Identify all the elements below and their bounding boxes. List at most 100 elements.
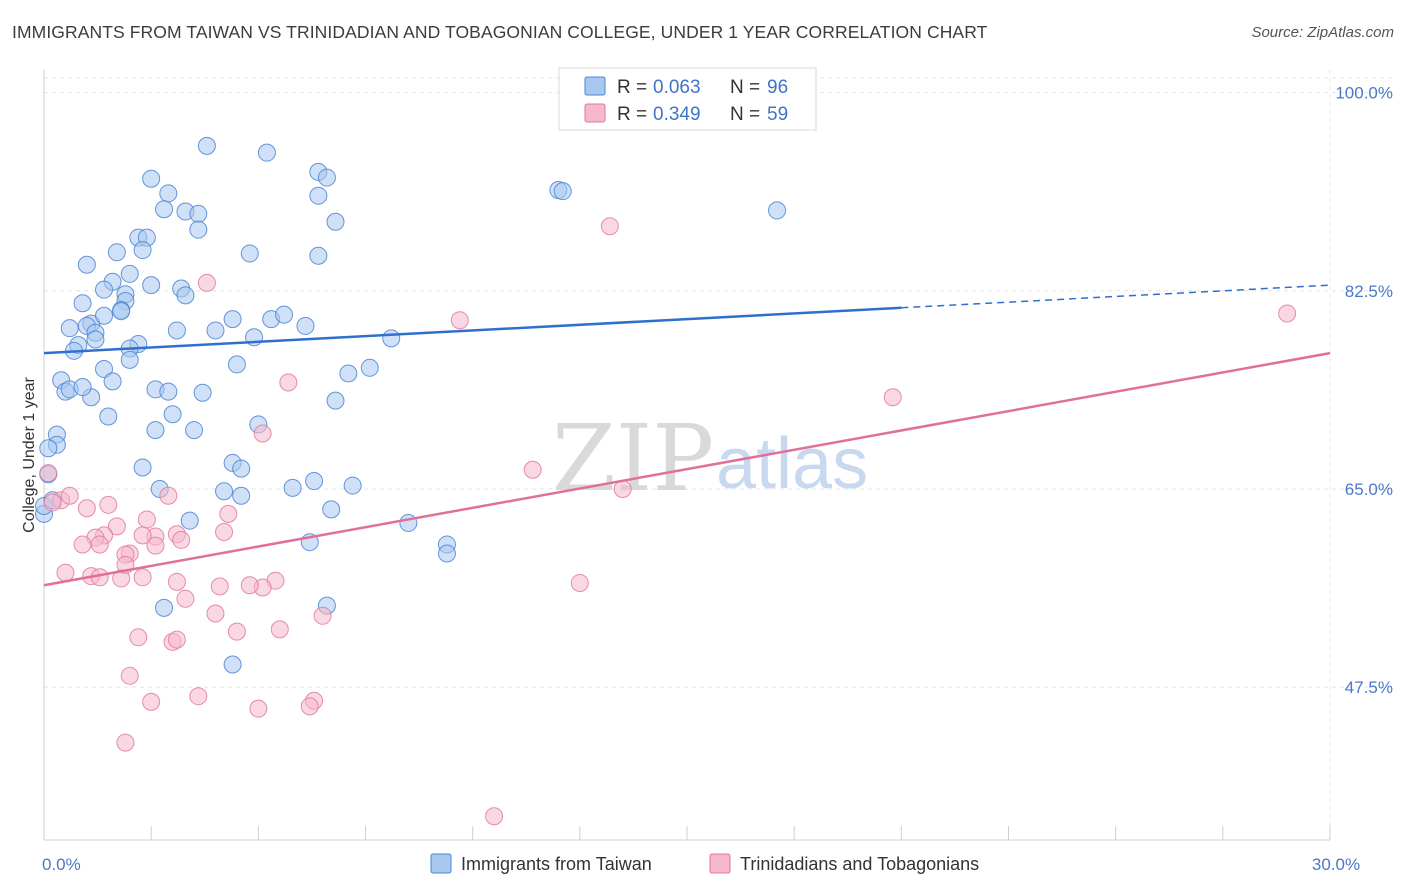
taiwan-point	[227, 355, 246, 374]
legend-r-value-taiwan: 0.063	[653, 77, 701, 98]
watermark-zip: ZIP	[552, 405, 714, 512]
series-legend-swatch-taiwan	[430, 853, 452, 874]
taiwan-point	[142, 276, 161, 295]
trinidad-point	[570, 573, 589, 592]
trinidad-point	[227, 622, 246, 641]
trinidad-point	[142, 692, 161, 711]
trinidad-point	[146, 536, 165, 555]
trinidad-point	[300, 697, 319, 716]
trinidad-point	[43, 493, 62, 512]
taiwan-point	[159, 382, 178, 401]
taiwan-point	[309, 246, 328, 265]
stats-legend: R = 0.063 N = 96 R = 0.349 N = 59	[558, 67, 817, 131]
trinidad-point	[159, 486, 178, 505]
axes: 100.0% 82.5% 65.0% 47.5% 0.0% 30.0%	[42, 70, 1393, 874]
taiwan-point	[95, 306, 114, 325]
taiwan-point	[77, 255, 96, 274]
legend-r-label-taiwan: R =	[617, 77, 647, 98]
trend-lines	[43, 284, 1331, 587]
taiwan-point	[73, 378, 92, 397]
y-tick-label: 47.5%	[1345, 678, 1393, 697]
trinidad-point	[99, 495, 118, 514]
trinidad-point	[60, 486, 79, 505]
legend-n-label-taiwan: N =	[730, 77, 760, 98]
taiwan-point	[343, 476, 362, 495]
taiwan-point	[167, 321, 186, 340]
series-legend-swatch-trinidad	[709, 853, 731, 874]
taiwan-point	[159, 184, 178, 203]
trinidad-point	[219, 504, 238, 523]
taiwan-point	[99, 407, 118, 426]
taiwan-point	[197, 136, 216, 155]
trinidad-point	[197, 273, 216, 292]
trinidad-point	[77, 499, 96, 518]
taiwan-point	[146, 421, 165, 440]
taiwan-point	[95, 280, 114, 299]
taiwan-point	[223, 655, 242, 674]
trinidad-point	[1278, 304, 1297, 323]
legend-n-value-trinidad: 59	[767, 104, 788, 125]
taiwan-point	[326, 391, 345, 410]
taiwan-point	[283, 478, 302, 497]
trinidad-point	[210, 577, 229, 596]
taiwan-point	[206, 321, 225, 340]
taiwan-point	[275, 305, 294, 324]
trinidad-point	[253, 424, 272, 443]
taiwan-point	[185, 421, 204, 440]
trinidad-point	[240, 576, 259, 595]
chart-source: Source: ZipAtlas.com	[1251, 24, 1394, 41]
trinidad-point	[279, 373, 298, 392]
trinidad-trend-line	[43, 351, 1331, 587]
trinidad-point	[56, 563, 75, 582]
trinidad-point	[206, 604, 225, 623]
trinidad-point	[133, 526, 152, 545]
trinidad-point	[249, 699, 268, 718]
legend-n-label-trinidad: N =	[730, 104, 760, 125]
x-tick-label: 30.0%	[1312, 855, 1360, 874]
taiwan-point	[309, 186, 328, 205]
legend-r-value-trinidad: 0.349	[653, 104, 701, 125]
taiwan-point	[322, 500, 341, 519]
taiwan-point	[189, 220, 208, 239]
taiwan-point	[73, 294, 92, 313]
taiwan-point	[326, 212, 345, 231]
legend-swatch-trinidad	[584, 103, 606, 123]
y-axis-label: College, Under 1 year	[21, 377, 38, 533]
trinidad-point	[189, 687, 208, 706]
taiwan-point	[107, 243, 126, 262]
series-legend-label-trinidad: Trinidadians and Tobagonians	[740, 854, 979, 874]
trinidad-point	[270, 620, 289, 639]
x-tick-label: 0.0%	[42, 855, 81, 874]
taiwan-point	[193, 383, 212, 402]
y-tick-label: 65.0%	[1345, 480, 1393, 499]
taiwan-point	[86, 330, 105, 349]
series-legend: Immigrants from Taiwan Trinidadians and …	[430, 853, 979, 874]
taiwan-point	[437, 544, 456, 563]
trinidad-point	[133, 568, 152, 587]
trinidad-point	[176, 589, 195, 608]
trinidad-point	[129, 628, 148, 647]
trinidad-point	[116, 733, 135, 752]
trinidad-point	[523, 460, 542, 479]
taiwan-point	[232, 459, 251, 478]
trinidad-point	[120, 666, 139, 685]
trinidad-point	[167, 630, 186, 649]
trinidad-point	[215, 523, 234, 541]
taiwan-point	[180, 511, 199, 530]
series-legend-label-taiwan: Immigrants from Taiwan	[461, 854, 652, 874]
taiwan-point	[155, 598, 174, 617]
taiwan-point	[296, 316, 315, 335]
taiwan-point	[95, 359, 114, 378]
trinidad-point	[167, 572, 186, 591]
trinidad-point	[172, 530, 191, 549]
taiwan-point	[176, 286, 195, 305]
trinidad-point	[90, 535, 109, 554]
legend-swatch-taiwan	[584, 76, 606, 96]
taiwan-point	[120, 264, 139, 283]
legend-n-value-taiwan: 96	[767, 77, 788, 98]
taiwan-point	[215, 482, 234, 501]
trinidad-point	[450, 311, 469, 330]
taiwan-point	[240, 244, 259, 263]
taiwan-point	[133, 458, 152, 477]
